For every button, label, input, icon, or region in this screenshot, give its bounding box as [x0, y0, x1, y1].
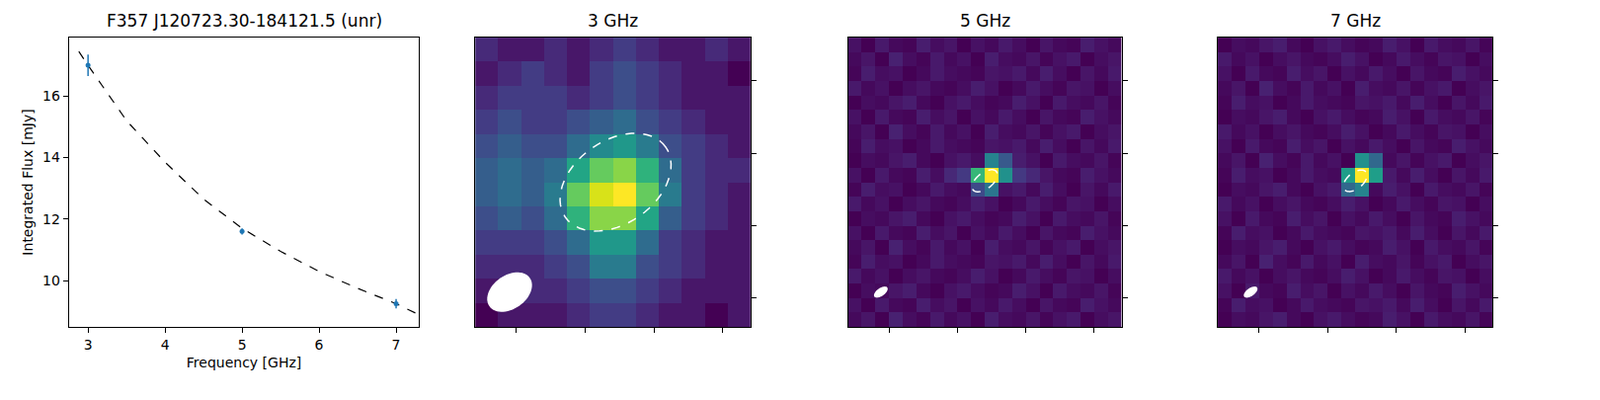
svg-text:3 GHz: 3 GHz: [587, 10, 639, 31]
svg-text:Integrated Flux [mJy]: Integrated Flux [mJy]: [19, 108, 36, 255]
svg-text:4: 4: [160, 336, 170, 353]
svg-text:6: 6: [315, 336, 324, 353]
svg-text:10: 10: [42, 272, 61, 289]
svg-text:5: 5: [238, 336, 247, 353]
svg-text:F357 J120723.30-184121.5 (unr): F357 J120723.30-184121.5 (unr): [106, 10, 383, 31]
svg-text:12: 12: [42, 211, 61, 228]
svg-text:Frequency [GHz]: Frequency [GHz]: [186, 354, 302, 371]
svg-text:16: 16: [42, 87, 61, 104]
svg-text:7 GHz: 7 GHz: [1330, 10, 1381, 31]
svg-text:5 GHz: 5 GHz: [960, 10, 1011, 31]
svg-text:14: 14: [42, 149, 61, 165]
svg-text:3: 3: [83, 336, 93, 353]
svg-text:7: 7: [392, 336, 401, 353]
